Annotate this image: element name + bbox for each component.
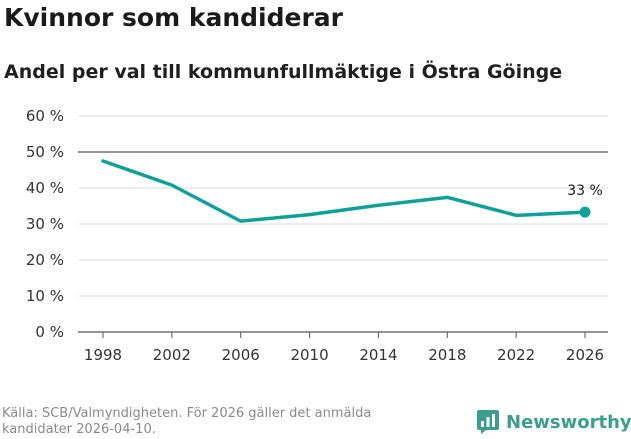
line-chart: 0 % 10 % 20 % 30 % 40 % 50 % 60 % 1998 2002 2006 2… <box>26 107 608 364</box>
newsworthy-logo-icon <box>477 410 499 434</box>
chart-subtitle: Andel per val till kommunfullmäktige i Ö… <box>4 61 563 83</box>
y-tick-label: 60 % <box>26 107 64 125</box>
data-point-2026 <box>579 206 591 218</box>
brand-name: Newsworthy <box>506 411 631 433</box>
y-tick-label: 20 % <box>26 251 64 269</box>
y-tick-label: 30 % <box>26 215 64 233</box>
x-tick-label: 1998 <box>84 346 122 364</box>
y-tick-label: 10 % <box>26 287 64 305</box>
source-note-line-2: kandidater 2026-04-10. <box>2 422 156 437</box>
y-tick-label: 50 % <box>26 143 64 161</box>
x-tick-label: 2006 <box>222 346 260 364</box>
source-note-line-1: Källa: SCB/Valmyndigheten. För 2026 gäll… <box>2 406 372 421</box>
x-tick-label: 2002 <box>153 346 191 364</box>
x-tick-label: 2022 <box>497 346 535 364</box>
series-line <box>101 159 587 223</box>
x-tick-label: 2026 <box>566 346 604 364</box>
x-tick-label: 2018 <box>428 346 466 364</box>
data-label-2026: 33 % <box>567 183 603 199</box>
source-note: Källa: SCB/Valmyndigheten. För 2026 gäll… <box>2 406 472 438</box>
newsworthy-brand: Newsworthy <box>476 409 631 435</box>
x-tick-label: 2010 <box>290 346 328 364</box>
chart-title: Kvinnor som kandiderar <box>4 3 343 32</box>
y-tick-label: 0 % <box>35 323 64 341</box>
y-tick-label: 40 % <box>26 179 64 197</box>
x-tick-label: 2014 <box>359 346 397 364</box>
